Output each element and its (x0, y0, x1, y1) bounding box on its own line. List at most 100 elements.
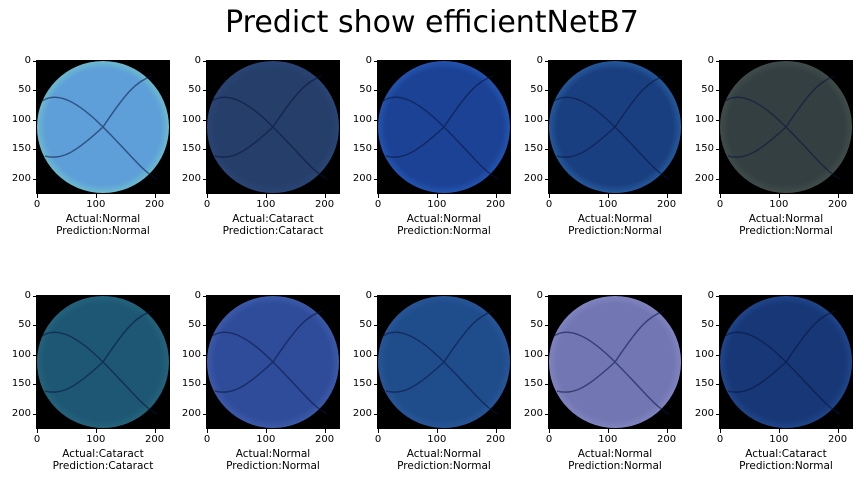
y-tick-label: 50 (1, 84, 37, 96)
x-tick-label: 0 (192, 429, 222, 446)
prediction-label: Prediction:Normal (397, 225, 491, 237)
y-tick-label: 0 (1, 290, 37, 302)
fundus-image-5 (719, 60, 853, 194)
y-tick-label: 150 (513, 378, 549, 390)
x-tick-label: 0 (192, 194, 222, 211)
x-tick-label: 100 (593, 429, 623, 446)
y-tick-label: 200 (342, 408, 378, 420)
prediction-label: Prediction:Cataract (52, 460, 154, 472)
x-tick-label: 100 (251, 194, 281, 211)
x-tick-label: 0 (705, 194, 735, 211)
x-tick-label: 200 (823, 429, 853, 446)
prediction-label: Prediction:Normal (568, 225, 662, 237)
fundus-image-8 (377, 295, 511, 429)
y-tick-label: 200 (684, 408, 720, 420)
y-tick-label: 200 (1, 408, 37, 420)
prediction-label: Prediction:Normal (226, 460, 320, 472)
x-tick-label: 100 (764, 194, 794, 211)
x-tick-label: 0 (22, 429, 52, 446)
y-tick-label: 150 (684, 143, 720, 155)
x-tick-label: 200 (140, 429, 170, 446)
prediction-label: Prediction:Normal (739, 225, 833, 237)
prediction-label: Prediction:Cataract (222, 225, 324, 237)
y-tick-label: 0 (684, 290, 720, 302)
actual-label: Actual:Cataract (62, 448, 144, 460)
y-tick-label: 50 (342, 319, 378, 331)
y-tick-label: 150 (1, 143, 37, 155)
y-tick-label: 0 (171, 290, 207, 302)
y-tick-label: 50 (1, 319, 37, 331)
y-tick-label: 50 (684, 319, 720, 331)
x-tick-label: 200 (481, 429, 511, 446)
x-tick-label: 100 (81, 429, 111, 446)
x-tick-label: 200 (481, 194, 511, 211)
actual-label: Actual:Normal (65, 213, 141, 225)
fundus-image-4 (548, 60, 682, 194)
fundus-image-10 (719, 295, 853, 429)
actual-label: Actual:Normal (577, 448, 653, 460)
x-tick-label: 100 (593, 194, 623, 211)
y-tick-label: 0 (684, 55, 720, 67)
y-tick-label: 100 (171, 114, 207, 126)
y-tick-label: 200 (171, 408, 207, 420)
y-tick-label: 0 (342, 55, 378, 67)
x-tick-label: 100 (422, 194, 452, 211)
x-tick-label: 100 (422, 429, 452, 446)
y-tick-label: 150 (684, 378, 720, 390)
y-tick-label: 100 (684, 114, 720, 126)
x-tick-label: 100 (764, 429, 794, 446)
x-tick-label: 0 (22, 194, 52, 211)
y-tick-label: 50 (513, 319, 549, 331)
y-tick-label: 200 (342, 173, 378, 185)
y-tick-label: 200 (513, 408, 549, 420)
y-tick-label: 100 (1, 114, 37, 126)
actual-label: Actual:Normal (577, 213, 653, 225)
y-tick-label: 100 (1, 349, 37, 361)
y-tick-label: 150 (513, 143, 549, 155)
x-tick-label: 200 (310, 429, 340, 446)
x-tick-label: 200 (140, 194, 170, 211)
x-tick-label: 0 (534, 194, 564, 211)
actual-label: Actual:Cataract (745, 448, 827, 460)
y-tick-label: 100 (684, 349, 720, 361)
y-tick-label: 0 (513, 290, 549, 302)
fundus-image-6 (36, 295, 170, 429)
y-tick-label: 150 (342, 378, 378, 390)
y-tick-label: 50 (342, 84, 378, 96)
y-tick-label: 100 (171, 349, 207, 361)
actual-label: Actual:Cataract (232, 213, 314, 225)
x-tick-label: 100 (81, 194, 111, 211)
x-tick-label: 0 (534, 429, 564, 446)
y-tick-label: 100 (342, 114, 378, 126)
prediction-label: Prediction:Normal (739, 460, 833, 472)
x-tick-label: 200 (823, 194, 853, 211)
actual-label: Actual:Normal (406, 448, 482, 460)
prediction-label: Prediction:Normal (397, 460, 491, 472)
y-tick-label: 50 (171, 84, 207, 96)
fundus-image-7 (206, 295, 340, 429)
y-tick-label: 200 (684, 173, 720, 185)
x-tick-label: 0 (363, 429, 393, 446)
fundus-image-3 (377, 60, 511, 194)
y-tick-label: 50 (513, 84, 549, 96)
y-tick-label: 50 (684, 84, 720, 96)
y-tick-label: 100 (513, 114, 549, 126)
y-tick-label: 200 (1, 173, 37, 185)
x-tick-label: 100 (251, 429, 281, 446)
figure-title: Predict show efficientNetB7 (225, 5, 639, 40)
fundus-image-1 (36, 60, 170, 194)
y-tick-label: 0 (1, 55, 37, 67)
y-tick-label: 100 (513, 349, 549, 361)
x-tick-label: 0 (363, 194, 393, 211)
actual-label: Actual:Normal (406, 213, 482, 225)
y-tick-label: 0 (171, 55, 207, 67)
x-tick-label: 200 (652, 429, 682, 446)
x-tick-label: 200 (310, 194, 340, 211)
y-tick-label: 0 (342, 290, 378, 302)
actual-label: Actual:Normal (748, 213, 824, 225)
prediction-label: Prediction:Normal (568, 460, 662, 472)
y-tick-label: 150 (171, 143, 207, 155)
y-tick-label: 100 (342, 349, 378, 361)
y-tick-label: 0 (513, 55, 549, 67)
y-tick-label: 50 (171, 319, 207, 331)
